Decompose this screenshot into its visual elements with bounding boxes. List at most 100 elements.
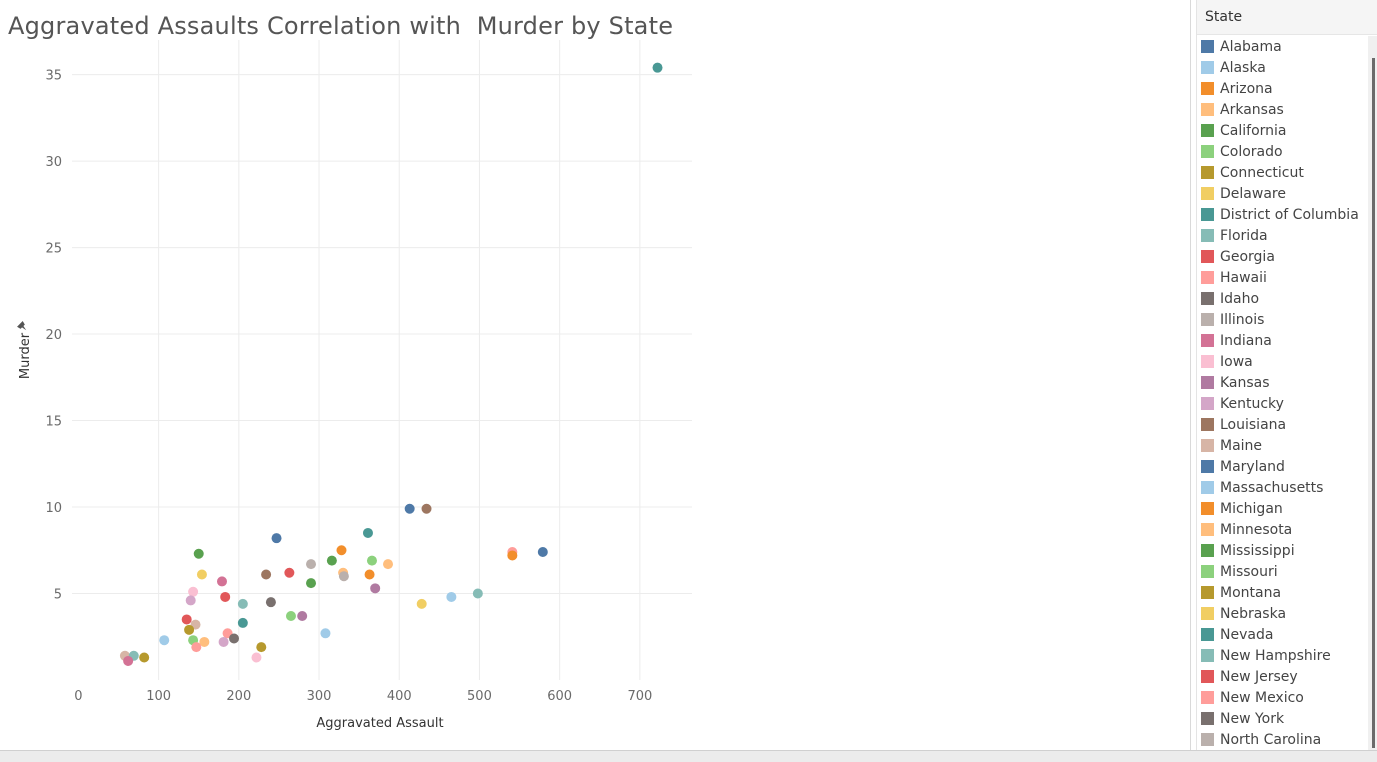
legend-item[interactable]: Louisiana (1201, 414, 1367, 435)
legend-item[interactable]: Massachusetts (1201, 477, 1367, 498)
legend-label: Delaware (1220, 185, 1286, 202)
legend-item[interactable]: Illinois (1201, 309, 1367, 330)
legend-item[interactable]: Kansas (1201, 372, 1367, 393)
legend-swatch (1201, 208, 1214, 221)
legend-item[interactable]: New York (1201, 708, 1367, 729)
legend-item[interactable]: Iowa (1201, 351, 1367, 372)
legend-label: Louisiana (1220, 416, 1287, 433)
data-point[interactable] (218, 636, 229, 647)
legend-item[interactable]: Montana (1201, 582, 1367, 603)
data-point[interactable] (285, 611, 296, 621)
legend-item[interactable]: Mississippi (1201, 540, 1367, 561)
legend-item[interactable]: Arizona (1201, 78, 1367, 99)
data-point[interactable] (416, 598, 427, 609)
legend-item[interactable]: District of Columbia (1201, 204, 1367, 225)
legend-swatch (1201, 607, 1214, 620)
x-tick-label: 0 (74, 689, 82, 704)
data-point[interactable] (652, 62, 663, 73)
legend-item[interactable]: Alaska (1201, 57, 1367, 78)
legend-swatch (1201, 229, 1214, 242)
data-point[interactable] (362, 527, 373, 538)
legend-item[interactable]: Kentucky (1201, 393, 1367, 414)
data-point[interactable] (472, 588, 483, 599)
data-point[interactable] (507, 550, 518, 561)
legend-item[interactable]: Arkansas (1201, 99, 1367, 120)
data-point[interactable] (364, 569, 375, 580)
legend-item[interactable]: Alabama (1201, 36, 1367, 57)
legend-item[interactable]: Maryland (1201, 456, 1367, 477)
data-point[interactable] (320, 628, 331, 639)
legend-label: Nebraska (1220, 605, 1287, 622)
data-point[interactable] (229, 633, 240, 644)
legend-item[interactable]: Idaho (1201, 288, 1367, 309)
bottom-bar (0, 750, 1377, 762)
legend-item[interactable]: Missouri (1201, 561, 1367, 582)
data-point[interactable] (193, 548, 204, 559)
data-point[interactable] (159, 635, 170, 646)
data-point[interactable] (306, 578, 317, 589)
legend-item[interactable]: Florida (1201, 225, 1367, 246)
scatter-plot[interactable]: 0 100 200 300 400 500 600 700 5 10 15 20 25 30 35 Aggra… (0, 0, 1190, 750)
data-point[interactable] (237, 598, 248, 609)
data-point[interactable] (261, 569, 272, 580)
data-point[interactable] (383, 559, 394, 570)
legend-label: Minnesota (1220, 521, 1293, 538)
legend-item[interactable]: Connecticut (1201, 162, 1367, 183)
legend-scrollbar-thumb[interactable] (1372, 58, 1375, 748)
data-point[interactable] (185, 595, 196, 606)
data-point[interactable] (199, 636, 210, 647)
data-point[interactable] (338, 571, 349, 582)
legend-swatch (1201, 124, 1214, 137)
data-point[interactable] (139, 652, 150, 663)
data-point[interactable] (284, 567, 295, 578)
legend-item[interactable]: California (1201, 120, 1367, 141)
legend-item[interactable]: Colorado (1201, 141, 1367, 162)
legend-title: State (1197, 0, 1377, 35)
data-point[interactable] (366, 555, 377, 566)
legend-item[interactable]: Georgia (1201, 246, 1367, 267)
data-point[interactable] (237, 617, 248, 628)
legend-item[interactable]: New Mexico (1201, 687, 1367, 708)
panel-divider-inner (1196, 0, 1197, 750)
legend-item[interactable]: Delaware (1201, 183, 1367, 204)
legend-swatch (1201, 712, 1214, 725)
data-point[interactable] (251, 652, 262, 663)
data-point[interactable] (446, 591, 457, 602)
legend-item[interactable]: Indiana (1201, 330, 1367, 351)
data-point[interactable] (404, 503, 415, 514)
y-tick-label: 20 (45, 328, 62, 343)
legend-item[interactable]: Maine (1201, 435, 1367, 456)
data-point[interactable] (306, 559, 317, 570)
data-point[interactable] (181, 614, 192, 625)
data-point[interactable] (256, 642, 267, 653)
data-point[interactable] (537, 547, 548, 557)
data-point[interactable] (336, 545, 347, 556)
legend-item[interactable]: New Jersey (1201, 666, 1367, 687)
legend-label: New Hampshire (1220, 647, 1331, 664)
legend-swatch (1201, 649, 1214, 662)
legend-item[interactable]: Michigan (1201, 498, 1367, 519)
legend-label: Idaho (1220, 290, 1260, 307)
data-point[interactable] (123, 655, 134, 666)
legend-item[interactable]: Minnesota (1201, 519, 1367, 540)
data-point[interactable] (421, 503, 432, 514)
data-point[interactable] (220, 591, 231, 602)
data-point[interactable] (297, 611, 308, 621)
data-point[interactable] (184, 624, 195, 635)
data-point[interactable] (188, 586, 199, 597)
data-point[interactable] (326, 555, 337, 566)
legend-item[interactable]: New Hampshire (1201, 645, 1367, 666)
legend-item[interactable]: North Carolina (1201, 729, 1367, 750)
data-point[interactable] (265, 597, 276, 608)
legend-item[interactable]: Nevada (1201, 624, 1367, 645)
legend-item[interactable]: Hawaii (1201, 267, 1367, 288)
y-tick-label: 25 (45, 242, 62, 257)
data-point[interactable] (370, 583, 381, 594)
legend-swatch (1201, 628, 1214, 641)
legend-item[interactable]: Nebraska (1201, 603, 1367, 624)
y-tick-label: 35 (45, 69, 62, 84)
data-point[interactable] (216, 576, 227, 587)
data-point[interactable] (196, 569, 207, 580)
data-point[interactable] (191, 642, 202, 653)
data-point[interactable] (271, 533, 282, 544)
